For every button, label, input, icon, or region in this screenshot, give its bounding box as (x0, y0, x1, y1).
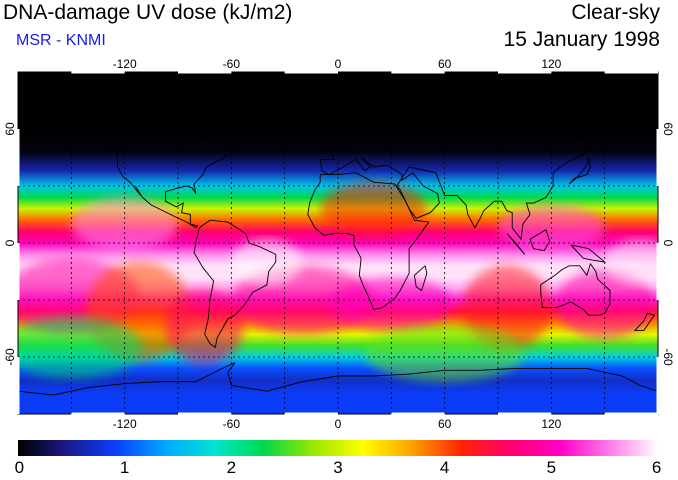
date-label: 15 January 1998 (503, 28, 660, 51)
colorbar-tick-label: 3 (333, 458, 343, 477)
colorbar (18, 440, 658, 456)
coastline (18, 362, 658, 396)
dose-patch (165, 288, 244, 365)
colorbar-tick-label: 0 (14, 458, 25, 477)
colorbar-tick-label: 4 (439, 458, 450, 477)
colorbar-tick-label: 5 (546, 458, 557, 477)
lon-tick-label-bottom: -60 (223, 417, 241, 431)
coastline (568, 157, 591, 185)
dose-patch (231, 239, 303, 285)
colorbar-labels: 0 1 2 3 4 5 6 (0, 458, 678, 478)
coastline (44, 107, 239, 229)
coastline (307, 172, 430, 311)
colorbar-tick-label: 1 (119, 458, 130, 477)
frame-border-dashes (16, 70, 660, 416)
lon-tick-label-bottom: 120 (541, 417, 561, 431)
coastline (221, 84, 303, 130)
lon-tick-label-top: -60 (223, 57, 241, 71)
coastline (413, 265, 428, 292)
dose-variations (18, 182, 658, 382)
graticule (18, 72, 658, 414)
coastline (570, 244, 607, 263)
coastline (540, 262, 611, 316)
lat-tick-label-left: 0 (3, 239, 17, 246)
lon-tick-label-top: 60 (438, 57, 452, 71)
lon-tick-label-top: 0 (335, 57, 342, 71)
coastlines (18, 84, 658, 396)
coastline (326, 132, 341, 149)
lon-tick-label-bottom: 0 (335, 417, 342, 431)
axis-labels: -120 -120 -60 -60 0 0 60 60 120 120 60 60 0 0 -60 -60 (3, 57, 675, 431)
dose-patch (462, 265, 552, 350)
lon-tick-label-top: 120 (541, 57, 561, 71)
coastline (506, 233, 526, 255)
colorbar-tick-label: 6 (651, 458, 662, 477)
coastline (633, 312, 656, 331)
lat-tick-label-left: 60 (3, 122, 17, 136)
lat-tick-label-right: 60 (661, 122, 675, 136)
source-label: MSR - KNMI (16, 32, 106, 49)
map-panel: -120 -120 -60 -60 0 0 60 60 120 120 60 60 0 0 -60 -60 (3, 57, 675, 431)
lon-tick-label-bottom: 60 (438, 417, 452, 431)
colorbar-tick-label: 2 (226, 458, 237, 477)
dose-patch (320, 182, 427, 236)
lon-tick-label-top: -120 (113, 57, 137, 71)
lat-tick-label-right: -60 (661, 348, 675, 366)
colorbar-strip (18, 440, 658, 456)
map-title: DNA-damage UV dose (kJ/m2) (3, 1, 293, 24)
lon-tick-label-bottom: -120 (113, 417, 137, 431)
coastline (529, 229, 551, 252)
sky-mode-label: Clear-sky (571, 1, 660, 24)
lat-tick-label-left: -60 (3, 348, 17, 366)
dose-patch (604, 239, 658, 285)
dose-patch (18, 317, 143, 378)
lat-tick-label-right: 0 (661, 240, 675, 247)
coastline (319, 96, 658, 241)
